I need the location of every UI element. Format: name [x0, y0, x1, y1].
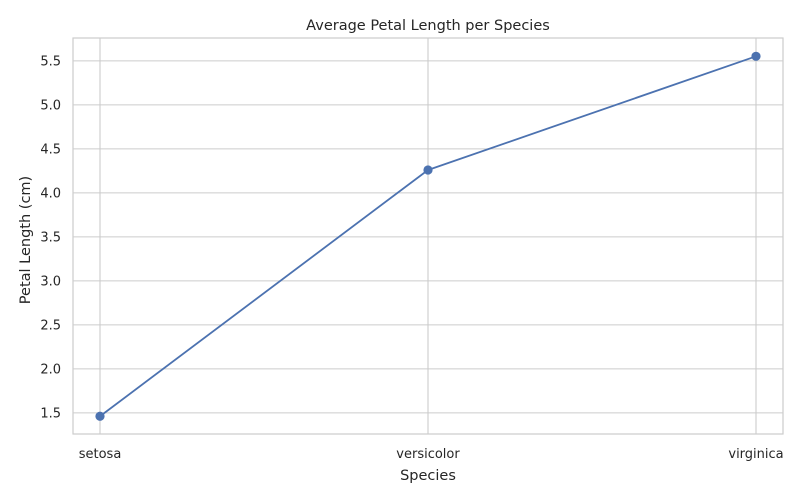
grid-lines — [73, 38, 783, 434]
chart-title: Average Petal Length per Species — [306, 18, 550, 34]
plot-area-frame — [72, 37, 784, 435]
x-axis-ticks: setosa versicolor virginica — [79, 447, 784, 462]
y-tick-label: 4.0 — [40, 186, 61, 201]
y-tick-label: 3.0 — [40, 274, 61, 289]
x-tick-label: setosa — [79, 447, 122, 462]
y-tick-label: 4.5 — [40, 142, 61, 157]
x-tick-label: virginica — [728, 447, 783, 462]
series-layer — [95, 51, 761, 421]
x-axis-title: Species — [400, 468, 456, 484]
y-tick-label: 1.5 — [40, 406, 61, 421]
data-point-setosa — [95, 411, 105, 421]
x-tick-label: versicolor — [396, 447, 460, 462]
y-tick-label: 5.0 — [40, 98, 61, 113]
y-axis-title: Petal Length (cm) — [18, 176, 34, 304]
y-tick-label: 2.0 — [40, 362, 61, 377]
data-point-virginica — [751, 51, 761, 61]
y-tick-label: 5.5 — [40, 54, 61, 69]
y-axis-ticks: 1.5 2.0 2.5 3.0 3.5 4.0 4.5 5.0 5.5 — [40, 54, 61, 421]
y-tick-label: 2.5 — [40, 318, 61, 333]
data-point-versicolor — [423, 165, 433, 175]
y-tick-label: 3.5 — [40, 230, 61, 245]
